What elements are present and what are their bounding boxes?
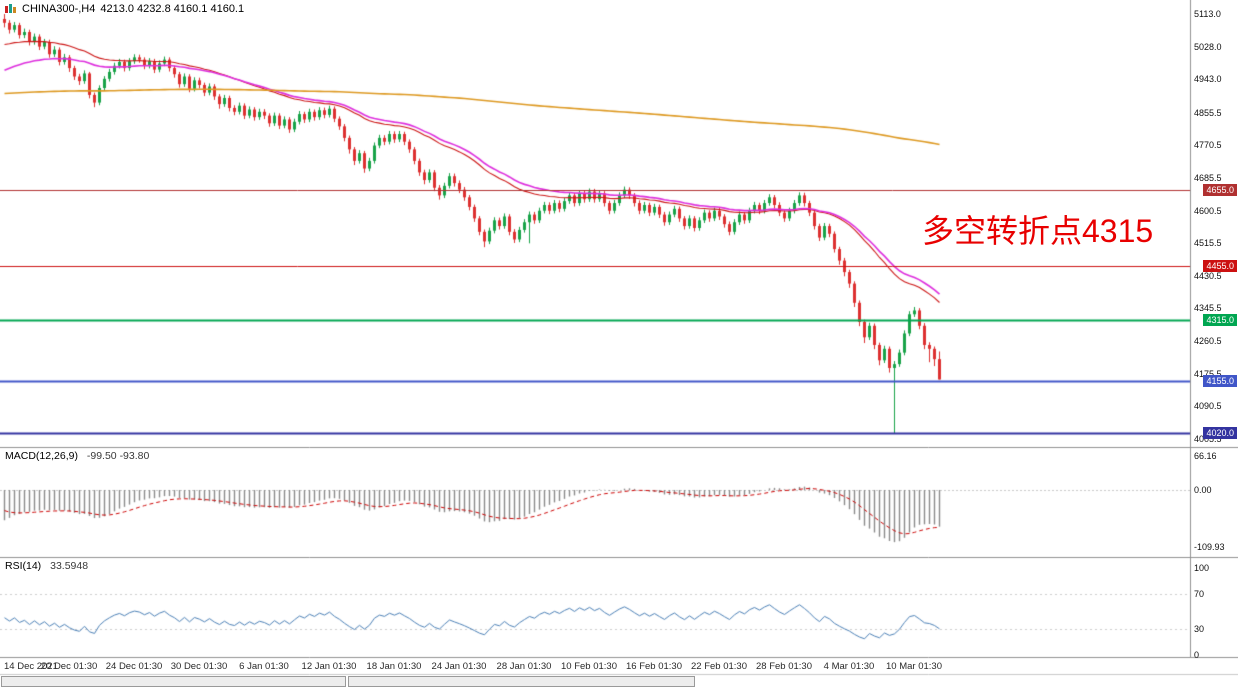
time-tick-label: 18 Jan 01:30	[366, 661, 422, 672]
time-tick-label: 20 Dec 01:30	[40, 661, 98, 672]
symbol-period-label: CHINA300-,H4	[22, 3, 96, 15]
price-tick-label: 4770.5	[1194, 140, 1222, 151]
chart-title: CHINA300-,H4 4213.0 4232.8 4160.1 4160.1	[5, 3, 244, 15]
time-tick-label: 24 Jan 01:30	[431, 661, 487, 672]
macd-tick-label: 66.16	[1194, 450, 1217, 461]
macd-name: MACD(12,26,9)	[5, 450, 78, 462]
price-level-tag[interactable]: 4155.0	[1203, 375, 1237, 388]
time-tick-label: 6 Jan 01:30	[239, 661, 289, 672]
time-tick-label: 12 Jan 01:30	[301, 661, 357, 672]
minimized-panel-1[interactable]	[1, 676, 346, 687]
price-tick-label: 4600.5	[1194, 205, 1222, 216]
rsi-value: 33.5948	[50, 560, 89, 572]
time-tick-label: 24 Dec 01:30	[105, 661, 163, 672]
time-tick-label: 14 Dec 2021	[4, 661, 58, 672]
price-level-tag[interactable]: 4455.0	[1203, 260, 1237, 273]
price-tick-label: 4260.5	[1194, 335, 1222, 346]
rsi-tick-label: 30	[1194, 623, 1205, 634]
time-scale[interactable]: 14 Dec 2021 20 Dec 01:30 24 Dec 01:30 30 De…	[0, 660, 1190, 674]
price-tick-label: 4855.5	[1194, 107, 1222, 118]
rsi-indicator-label: RSI(14) 33.5948	[5, 560, 88, 572]
rsi-tick-label: 0	[1194, 650, 1200, 660]
price-tick-label: 4175.5	[1194, 368, 1222, 379]
time-tick-label: 22 Feb 01:30	[691, 661, 747, 672]
price-tick-label: 4430.5	[1194, 270, 1222, 281]
annotation-text[interactable]: 多空转折点4315	[922, 213, 1154, 249]
price-tick-label: 5113.0	[1194, 9, 1221, 19]
price-level-tag[interactable]: 4655.0	[1203, 183, 1237, 196]
price-scale[interactable]: 5113.0 5028.0 4943.0 4855.5 4770.5 4685.5 4600…	[1190, 0, 1238, 660]
chart-icon	[5, 4, 16, 13]
ohlc-readout: 4213.0 4232.8 4160.1 4160.1	[100, 3, 245, 15]
price-tick-label: 5028.0	[1194, 41, 1222, 52]
price-tick-label: 4345.5	[1194, 303, 1222, 314]
time-tick-label: 30 Dec 01:30	[170, 661, 228, 672]
macd-values: -99.50 -93.80	[86, 450, 150, 462]
macd-tick-label: -109.93	[1194, 542, 1225, 553]
time-tick-label: 10 Mar 01:30	[886, 661, 942, 672]
price-tick-label: 4943.0	[1194, 74, 1222, 85]
price-level-tag[interactable]: 4020.0	[1203, 427, 1237, 440]
price-tick-label: 4685.5	[1194, 172, 1222, 183]
time-tick-label: 28 Feb 01:30	[756, 661, 812, 672]
minimized-panel-2[interactable]	[348, 676, 695, 687]
price-tick-label: 4090.5	[1194, 401, 1222, 412]
rsi-tick-label: 70	[1194, 589, 1205, 600]
time-tick-label: 28 Jan 01:30	[496, 661, 552, 672]
time-tick-label: 10 Feb 01:30	[561, 661, 617, 672]
rsi-tick-label: 100	[1194, 563, 1210, 573]
time-tick-label: 4 Mar 01:30	[823, 661, 875, 672]
macd-tick-label: 0.00	[1194, 485, 1212, 495]
macd-indicator-label: MACD(12,26,9) -99.50 -93.80	[5, 450, 149, 462]
time-tick-label: 16 Feb 01:30	[626, 661, 682, 672]
rsi-name: RSI(14)	[5, 560, 42, 572]
price-level-tag[interactable]: 4315.0	[1203, 314, 1237, 327]
price-tick-label: 4515.5	[1194, 238, 1222, 249]
